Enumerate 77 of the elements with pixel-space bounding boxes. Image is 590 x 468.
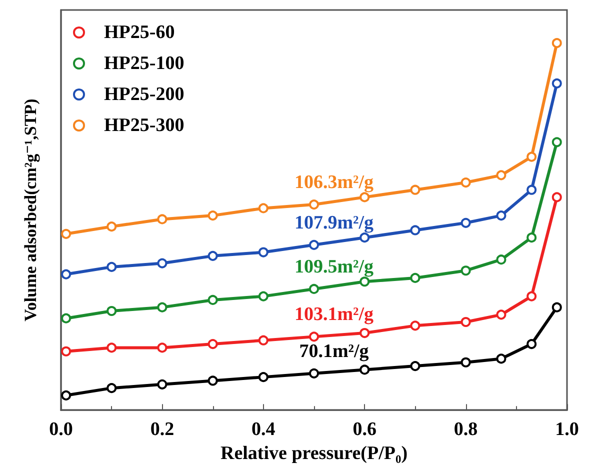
point <box>360 232 370 243</box>
point <box>157 342 168 353</box>
legend-label: HP25-60 <box>104 22 175 43</box>
point <box>208 339 218 350</box>
y-axis-title: Volume adsorbed(cm²g⁻¹,STP) <box>21 98 40 322</box>
x-tick-label: 0.0 <box>49 419 73 440</box>
point <box>208 376 218 386</box>
point <box>106 306 117 316</box>
x-axis-title: Relative pressure(P/P₀) <box>220 443 408 464</box>
point <box>208 250 218 261</box>
annotation: 103.1m²/g <box>294 304 374 326</box>
point <box>526 339 537 350</box>
x-tick-label: 0.4 <box>252 419 276 440</box>
point <box>157 379 168 390</box>
point <box>552 78 562 88</box>
point <box>208 294 218 305</box>
point <box>360 364 370 375</box>
point <box>258 247 268 258</box>
point <box>157 258 168 268</box>
point <box>410 361 420 372</box>
point <box>106 262 117 272</box>
point <box>526 232 537 243</box>
point <box>106 342 117 353</box>
x-tick-label: 0.6 <box>352 419 376 440</box>
point <box>410 272 420 283</box>
point <box>496 170 506 180</box>
x-tick-label: 0.8 <box>454 419 478 440</box>
point <box>61 313 72 324</box>
point <box>360 192 370 202</box>
annotation: 107.9m²/g <box>294 212 374 234</box>
point <box>106 383 117 394</box>
point <box>208 210 218 221</box>
point <box>552 38 562 48</box>
point <box>309 368 319 378</box>
point <box>526 152 537 162</box>
point <box>309 332 319 342</box>
point <box>360 328 370 338</box>
annotation: 109.5m²/g <box>294 256 374 278</box>
point <box>526 184 537 195</box>
point <box>460 218 471 228</box>
legend-label: HP25-100 <box>104 53 184 74</box>
x-tick-label: 1.0 <box>555 419 579 440</box>
point <box>106 222 117 232</box>
point <box>309 200 319 210</box>
point <box>552 192 562 202</box>
point <box>460 178 471 188</box>
point <box>526 291 537 302</box>
point <box>410 225 420 236</box>
point <box>552 302 562 312</box>
point <box>460 357 471 368</box>
point <box>157 302 168 312</box>
point <box>496 210 506 221</box>
point <box>258 372 268 382</box>
x-tick-label: 0.2 <box>150 419 174 440</box>
point <box>61 228 72 239</box>
point <box>496 354 506 364</box>
point <box>496 310 506 320</box>
point <box>258 291 268 302</box>
point <box>61 346 72 356</box>
point <box>258 335 268 346</box>
point <box>460 266 471 276</box>
annotation: 106.3m²/g <box>294 172 374 194</box>
point <box>496 254 506 265</box>
annotation: 70.1m²/g <box>299 340 370 362</box>
point <box>157 214 168 224</box>
point <box>460 317 471 327</box>
point <box>309 240 319 250</box>
point <box>61 269 72 280</box>
point <box>360 276 370 287</box>
point <box>309 284 319 294</box>
legend-label: HP25-300 <box>104 115 184 136</box>
legend-label: HP25-200 <box>104 84 184 105</box>
point <box>61 390 72 400</box>
point <box>552 137 562 148</box>
point <box>258 203 268 214</box>
point <box>410 320 420 331</box>
point <box>410 184 420 195</box>
